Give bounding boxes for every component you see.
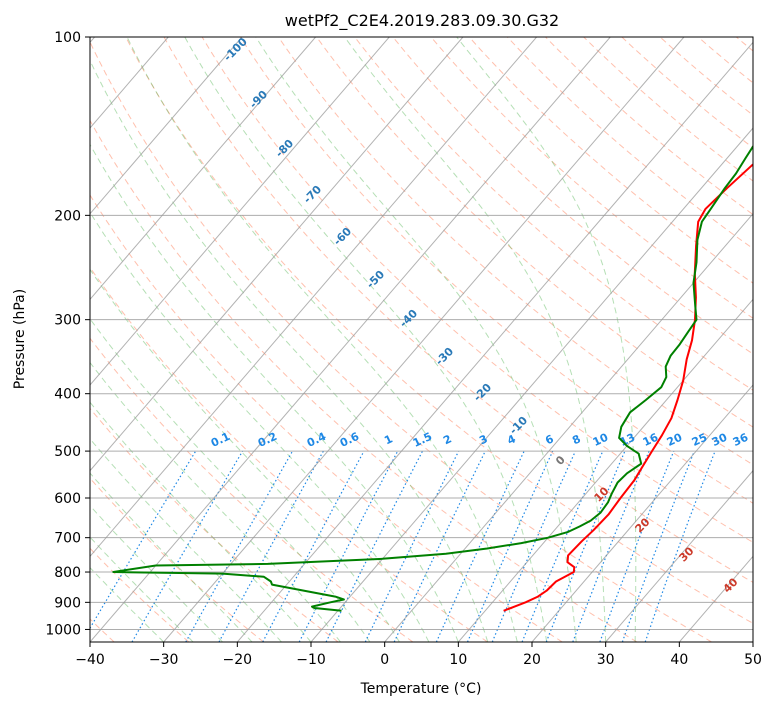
isotherm-gridline <box>90 37 243 215</box>
isotherm-gridline <box>90 37 317 301</box>
dry-adiabat-line <box>163 37 753 583</box>
mixing-ratio-label: 10 <box>591 431 611 449</box>
mixing-ratio-line <box>572 450 650 642</box>
mixing-ratio-line <box>521 450 604 642</box>
isobar-grid <box>90 37 753 630</box>
dry-adiabat-line <box>90 119 638 642</box>
moist-adiabat-line <box>90 536 194 642</box>
isotherm-gridline <box>163 37 685 642</box>
dry-adiabat-line <box>90 40 712 642</box>
plot-area: -100-90-80-70-60-50-40-30-20-10010203040… <box>90 37 753 642</box>
mixing-ratio-line <box>325 450 424 642</box>
x-tick-label: 0 <box>380 652 389 668</box>
x-tick-label: −40 <box>75 652 105 668</box>
moist-adiabat-line <box>90 59 489 642</box>
moist-adiabat-line <box>90 143 459 642</box>
moist-adiabat-line <box>184 37 548 642</box>
moist-adiabat-line <box>126 37 518 642</box>
moist-adiabat-line <box>343 37 607 642</box>
isotherm-gridline <box>531 384 753 642</box>
x-tick-label: −30 <box>149 652 179 668</box>
moist-adiabat-line <box>456 37 637 642</box>
y-tick-label: 300 <box>54 313 81 329</box>
dry-adiabat-line <box>90 337 414 642</box>
isotherm-gridline <box>90 37 611 642</box>
moist-adiabat-line <box>90 401 312 642</box>
y-axis-title: Pressure (hPa) <box>12 289 28 389</box>
x-tick-label: −20 <box>223 652 253 668</box>
x-tick-label: 20 <box>523 652 541 668</box>
mixing-ratio-label: 25 <box>690 431 709 449</box>
y-axis: 100 200 300 400 500 600 700 800 900 1000 <box>45 30 90 638</box>
isotherm-gridline <box>90 37 464 472</box>
y-tick-label: 900 <box>54 595 81 611</box>
mixing-ratio-line <box>621 450 695 642</box>
y-tick-label: 500 <box>54 444 81 460</box>
isotherm-gridline <box>384 212 753 642</box>
isotherm-gridline <box>236 41 753 642</box>
x-tick-label: 40 <box>670 652 688 668</box>
y-tick-label: 400 <box>54 387 81 403</box>
moist-adiabat-line <box>90 566 165 642</box>
y-tick-label: 1000 <box>45 622 81 638</box>
x-axis: −40 −30 −20 −10 0 10 20 30 40 50 <box>75 642 762 668</box>
isotherm-gridline <box>90 37 390 386</box>
moist-adiabat-line <box>255 37 577 642</box>
mixing-ratio-line <box>364 450 460 642</box>
plot-frame <box>89 36 754 643</box>
y-tick-label: 700 <box>54 531 81 547</box>
mixing-ratio-line <box>599 450 675 642</box>
isotherm-gridline <box>310 127 753 642</box>
x-tick-label: 50 <box>744 652 762 668</box>
dry-adiabat-line <box>90 477 264 642</box>
x-axis-title: Temperature (°C) <box>360 681 482 697</box>
dry-adiabat-line <box>90 194 563 642</box>
y-tick-label: 800 <box>54 565 81 581</box>
moist-adiabat-line <box>90 211 430 642</box>
dry-adiabat-line <box>125 37 753 624</box>
profile-series <box>112 144 753 612</box>
dry-adiabat-line <box>239 37 753 504</box>
moist-adiabat-line <box>90 268 400 642</box>
mixing-ratio-label: 13 <box>618 431 637 449</box>
dry-adiabat-line <box>90 547 190 642</box>
y-tick-label: 600 <box>54 491 81 507</box>
y-tick-label: 200 <box>54 208 81 224</box>
moist-adiabat-line <box>90 361 341 642</box>
dry-adiabat-line <box>392 37 753 355</box>
x-tick-label: 30 <box>597 652 615 668</box>
dry-adiabat-line <box>201 37 753 543</box>
isotherm-gridline <box>90 37 538 558</box>
mixing-ratio-line <box>262 450 365 642</box>
mixing-ratio-label: 36 <box>731 431 751 449</box>
dry-adiabat-line <box>468 37 753 284</box>
chart-title: wetPf2_C2E4.2019.283.09.30.G32 <box>285 11 559 31</box>
mixing-ratio-label: 30 <box>710 431 730 449</box>
isotherm-gridline <box>457 298 753 642</box>
y-tick-label: 100 <box>54 30 81 46</box>
temperature-profile-line <box>503 163 753 612</box>
dry-adiabat-line <box>90 266 488 642</box>
mixing-ratio-line <box>466 450 554 642</box>
mixing-ratio-label: 20 <box>665 431 685 449</box>
mixing-ratio-line <box>545 450 626 642</box>
dewpoint-profile-line <box>112 144 753 612</box>
isotherm-gridline <box>605 469 753 642</box>
skewed-isotherms <box>90 37 753 642</box>
mixing-ratio-line <box>644 450 716 642</box>
x-tick-label: −10 <box>296 652 326 668</box>
x-tick-label: 10 <box>449 652 467 668</box>
